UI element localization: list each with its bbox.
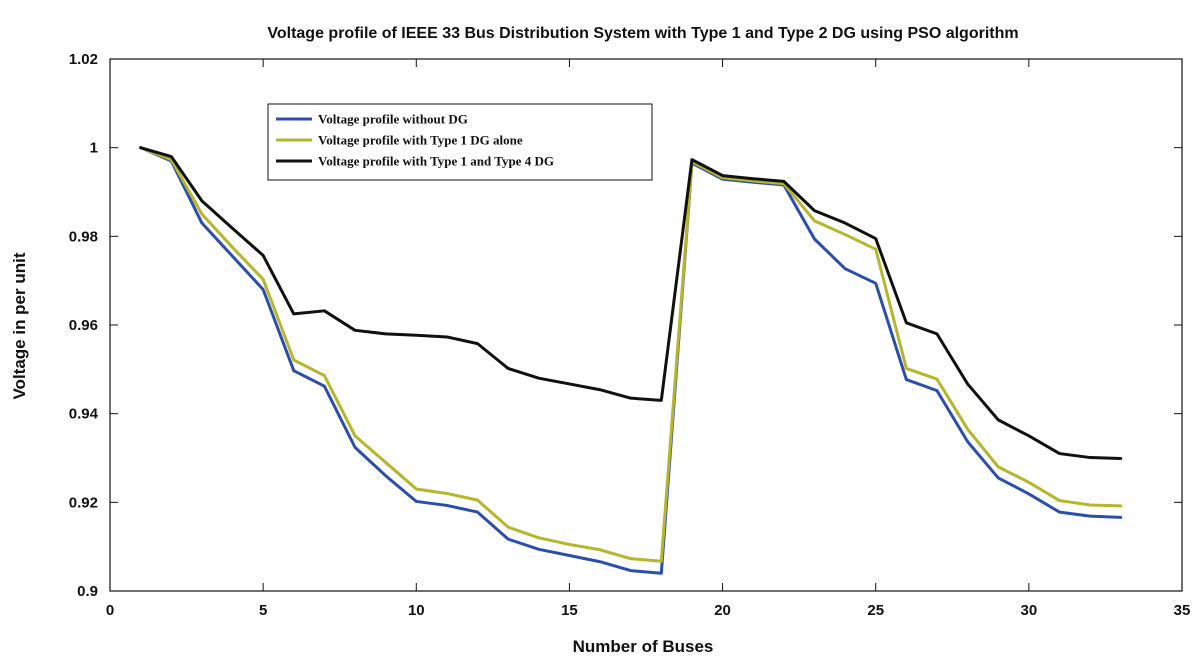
legend-items: Voltage profile without DG Voltage profil… — [276, 112, 554, 169]
legend-box — [267, 103, 653, 181]
tick-layer: 0 5 10 15 20 25 30 35 0.9 0.92 0.94 0.96 0.98 1 1.02 — [69, 51, 1191, 619]
x-tick-label: 20 — [714, 602, 731, 619]
legend-label-2: Voltage profile with Type 1 DG alone — [318, 133, 523, 148]
x-tick-label: 0 — [106, 602, 114, 619]
chart-title: Voltage profile of IEEE 33 Bus Distribut… — [267, 25, 1018, 42]
y-tick-label: 0.9 — [77, 583, 98, 600]
x-tick-label: 5 — [259, 602, 267, 619]
legend-label-1: Voltage profile without DG — [318, 112, 468, 127]
y-tick-label: 0.96 — [69, 317, 98, 334]
y-axis-title: Voltage in per unit — [10, 252, 29, 399]
series-layer — [139, 146, 1123, 575]
series-line-2 — [139, 146, 1123, 563]
x-tick-label: 15 — [561, 602, 578, 619]
x-tick-label: 35 — [1174, 602, 1191, 619]
y-tick-label: 1 — [90, 140, 98, 157]
series-line-1 — [139, 146, 1123, 575]
y-tick-label: 1.02 — [69, 51, 98, 68]
x-tick-label: 25 — [867, 602, 884, 619]
x-tick-label: 10 — [408, 602, 425, 619]
series-line-3 — [139, 146, 1123, 460]
y-tick-label: 0.92 — [69, 494, 98, 511]
x-axis-title: Number of Buses — [573, 637, 714, 656]
y-tick-label: 0.98 — [69, 228, 98, 245]
legend-label-3: Voltage profile with Type 1 and Type 4 D… — [318, 154, 554, 169]
x-tick-label: 30 — [1021, 602, 1038, 619]
y-tick-label: 0.94 — [69, 406, 99, 423]
legend: Voltage profile without DG Voltage profil… — [267, 103, 653, 181]
